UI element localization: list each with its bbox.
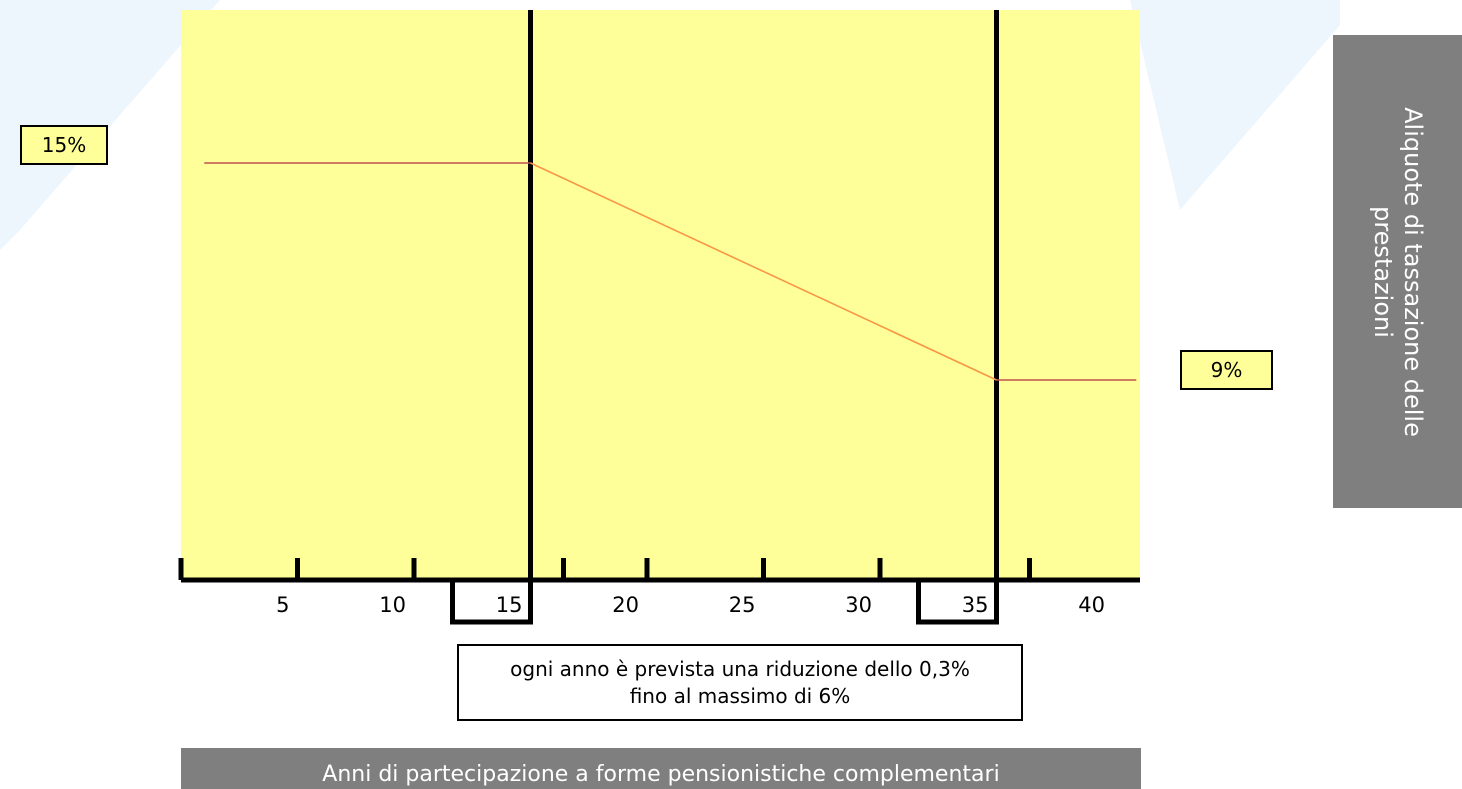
value-label-start: 15% — [20, 125, 108, 165]
y-axis-panel: Aliquote di tassazione delle prestazioni — [1333, 35, 1462, 508]
series-line-segment — [530, 162, 997, 381]
x-tick-label: 40 — [1078, 593, 1105, 617]
x-axis-ticks — [178, 558, 1032, 580]
x-tick-label: 35 — [961, 593, 989, 617]
annotation-line-2: fino al massimo di 6% — [629, 683, 851, 708]
y-axis-title: Aliquote di tassazione delle prestazioni — [1368, 106, 1427, 437]
x-tick-label: 25 — [728, 593, 756, 617]
threshold-lines — [528, 10, 999, 580]
bg-wedge-left — [0, 0, 220, 250]
x-tick-label: 20 — [612, 593, 639, 617]
value-label-end: 9% — [1180, 350, 1273, 390]
x-tick-label: 10 — [379, 593, 406, 617]
series-lines — [204, 162, 1137, 381]
bg-wedge-right — [1130, 0, 1340, 210]
highlighted-tick-brackets — [450, 582, 999, 625]
tick-highlight-bracket — [450, 582, 533, 625]
x-tick-label: 15 — [495, 593, 523, 617]
tick-highlight-bracket — [916, 582, 999, 625]
plot-area — [181, 10, 1140, 580]
x-tick-label: 30 — [845, 593, 872, 617]
annotation-line-1: ogni anno è prevista una riduzione dello… — [510, 656, 970, 681]
x-tick-label: 5 — [276, 593, 290, 617]
x-axis-title: Anni di partecipazione a forme pensionis… — [181, 748, 1141, 789]
annotation-box: ogni anno è prevista una riduzione dello… — [457, 644, 1023, 721]
